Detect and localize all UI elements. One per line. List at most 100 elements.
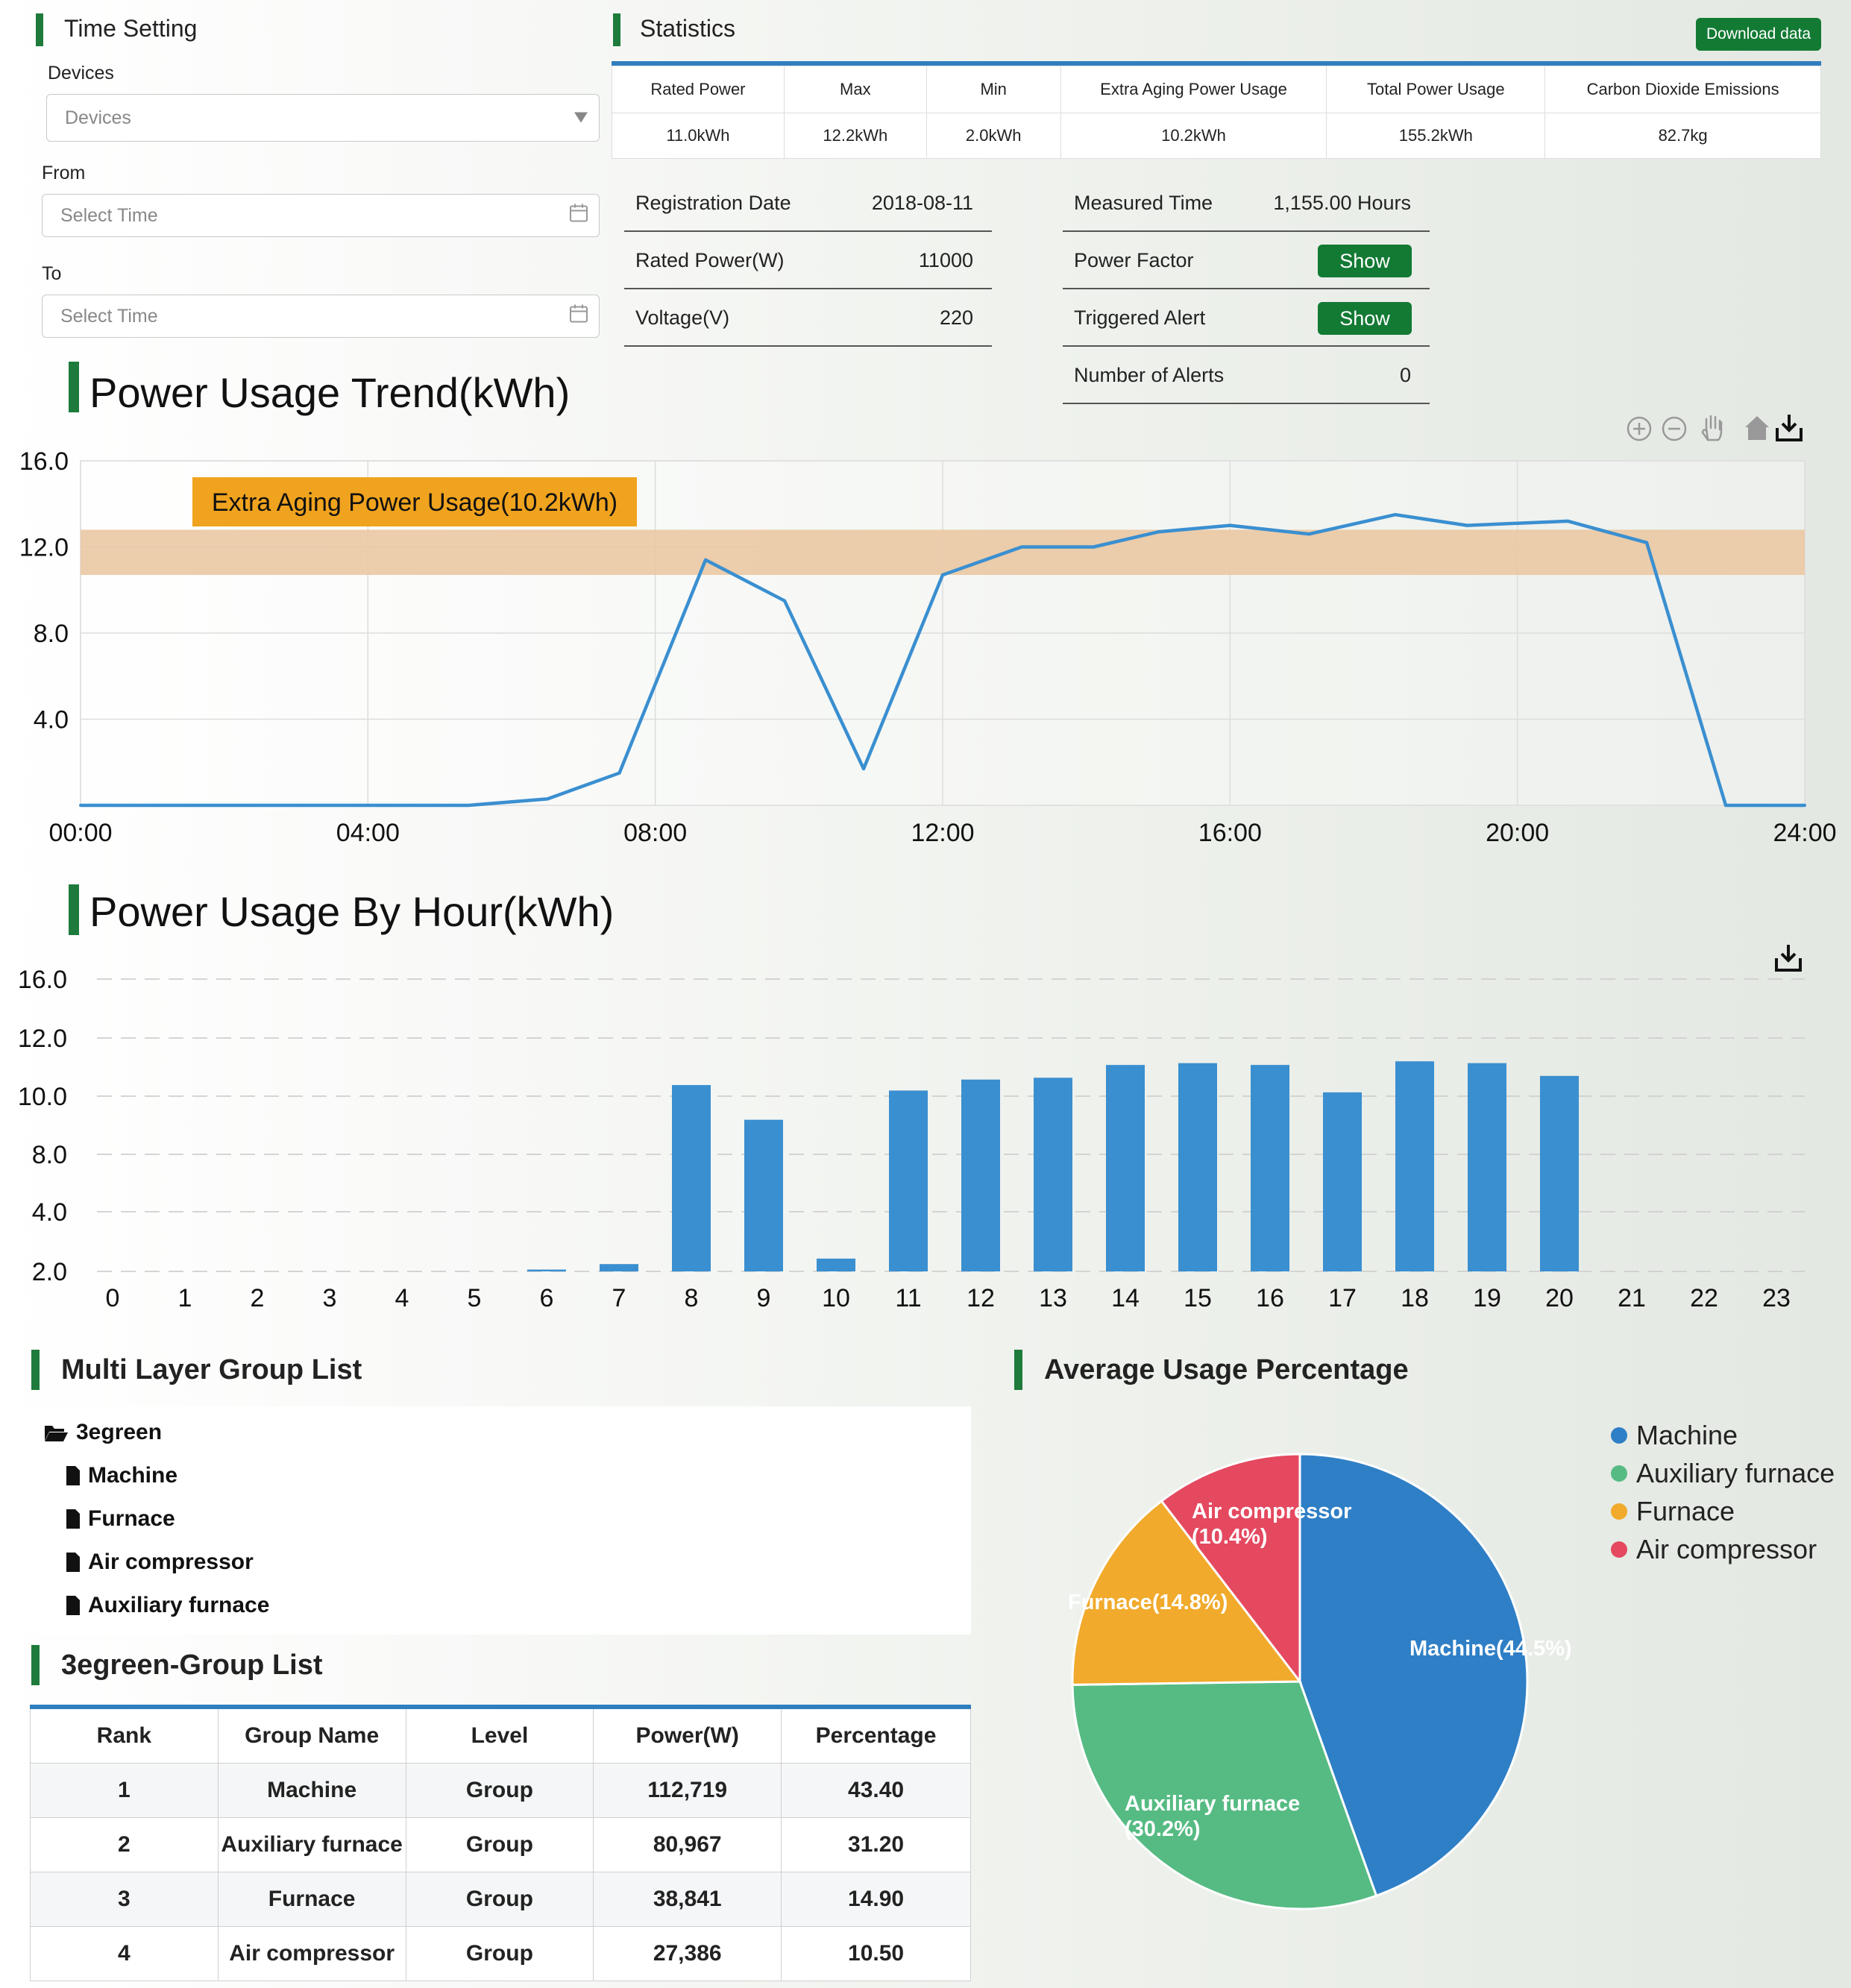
x-tick-label: 14 [1111,1284,1140,1312]
tree-item-auxiliary-furnace[interactable]: Auxiliary furnace [66,1593,269,1618]
trend-title: Power Usage Trend(kWh) [89,369,571,416]
stat-value-co2: 82.7kg [1544,113,1821,159]
tree-item-furnace[interactable]: Furnace [66,1506,175,1532]
pie-slice [1071,1680,1378,1910]
calendar-icon[interactable] [569,204,588,228]
legend-item-furnace[interactable]: Furnace [1611,1496,1735,1527]
download-data-button[interactable]: Download data [1696,18,1821,51]
group-tree-marker [31,1350,40,1390]
legend-item-air-compressor[interactable]: Air compressor [1611,1534,1817,1565]
time-setting-marker [36,13,43,46]
pan-hand-icon[interactable] [1701,415,1723,441]
trend-point [151,804,154,807]
info-row-number-of-alerts: Number of Alerts 0 [1063,347,1430,404]
file-icon [66,1596,80,1615]
tree-item-label: Auxiliary furnace [88,1593,270,1617]
tree-item-machine[interactable]: Machine [66,1463,177,1488]
x-tick-label: 19 [1473,1284,1501,1312]
x-tick-label: 08:00 [623,819,687,847]
info-value: 11000 [918,249,973,271]
col-header-percentage[interactable]: Percentage [781,1706,971,1764]
bar [889,1090,928,1271]
col-header-power[interactable]: Power(W) [593,1706,782,1764]
stat-value-extra-aging: 10.2kWh [1060,113,1327,159]
legend-item-auxiliary-furnace[interactable]: Auxiliary furnace [1611,1458,1835,1489]
info-value: 1,155.00 Hours [1273,192,1411,214]
from-time-input[interactable]: Select Time [42,194,600,237]
info-key: Measured Time [1074,192,1213,214]
y-tick-label: 16.0 [19,447,69,476]
x-tick-label: 3 [323,1284,337,1312]
cell-rank: 4 [30,1926,219,1981]
bar [527,1269,566,1271]
col-header-group-name[interactable]: Group Name [217,1706,406,1764]
to-time-input[interactable]: Select Time [42,295,600,338]
trend-point [1803,804,1806,807]
trend-point [941,573,944,577]
statistics-marker [613,13,620,46]
group-tree-panel: 3egreen Machine Furnace Air compressor A… [30,1406,971,1635]
trend-point [1393,513,1397,517]
cell-group-name: Auxiliary furnace [217,1817,406,1872]
trend-point [546,797,550,801]
download-icon[interactable] [1776,415,1803,441]
col-header-rank[interactable]: Rank [30,1706,219,1764]
trend-point [222,804,226,807]
zoom-in-icon[interactable] [1627,416,1652,441]
table-row[interactable]: 3 Furnace Group 38,841 14.90 [30,1872,971,1927]
cell-level: Group [405,1763,594,1818]
devices-select[interactable]: Devices [46,94,600,142]
trend-point [295,804,298,807]
legend-dot [1611,1427,1627,1444]
info-value: 0 [1399,364,1411,386]
x-tick-label: 17 [1328,1284,1357,1312]
by-hour-download-icon[interactable] [1773,943,1803,973]
trend-point [704,558,708,562]
pie-slice [1160,1453,1301,1685]
x-tick-label: 12 [967,1284,995,1312]
info-row-rated-power: Rated Power(W) 11000 [624,232,992,289]
trend-point [862,767,866,770]
trend-point [1157,530,1160,534]
triggered-alert-show-button[interactable]: Show [1318,302,1412,335]
stat-header-extra-aging: Extra Aging Power Usage [1060,66,1327,113]
pie-slice-label: Auxiliary furnace (30.2%) [1125,1792,1300,1841]
cell-rank: 3 [30,1872,219,1927]
home-icon[interactable] [1745,416,1769,440]
col-header-level[interactable]: Level [405,1706,594,1764]
legend-label: Furnace [1636,1496,1735,1526]
table-row[interactable]: 4 Air compressor Group 27,386 10.50 [30,1926,971,1981]
bar [744,1119,783,1271]
info-key: Rated Power(W) [635,249,785,271]
table-row[interactable]: 2 Auxiliary furnace Group 80,967 31.20 [30,1817,971,1872]
tree-item-air-compressor[interactable]: Air compressor [66,1550,254,1575]
power-factor-show-button[interactable]: Show [1318,245,1412,277]
average-usage-pie-chart: Machine(44.5%) Auxiliary furnace (30.2%) Fu… [1068,1453,1572,1910]
pie-slice-label: Air compressor (10.4%) [1192,1500,1351,1549]
zoom-out-icon[interactable] [1662,416,1687,441]
by-hour-title: Power Usage By Hour(kWh) [89,888,615,935]
trend-point [783,599,787,603]
bar [1323,1092,1362,1271]
table-row[interactable]: 1 Machine Group 112,719 43.40 [30,1763,971,1818]
info-row-triggered-alert: Triggered Alert Show [1063,289,1430,347]
trend-marker [69,362,79,412]
x-tick-label: 23 [1762,1284,1791,1312]
info-row-power-factor: Power Factor Show [1063,232,1430,289]
legend-item-machine[interactable]: Machine [1611,1420,1738,1451]
trend-point [1465,523,1469,527]
aging-band-label-bg [192,477,637,526]
bar [817,1258,855,1271]
devices-select-value: Devices [65,107,131,128]
x-tick-label: 5 [468,1284,482,1312]
bar [600,1264,638,1271]
stat-header-max: Max [783,66,927,113]
stat-value-min: 2.0kWh [926,113,1061,159]
bar [672,1085,711,1271]
y-tick-label: 10.0 [18,1083,67,1111]
trend-point [1645,541,1649,544]
statistics-table-topline [612,61,1821,66]
aging-band [81,529,1805,576]
calendar-icon[interactable] [569,304,588,329]
tree-root-3egreen[interactable]: 3egreen [43,1420,162,1445]
